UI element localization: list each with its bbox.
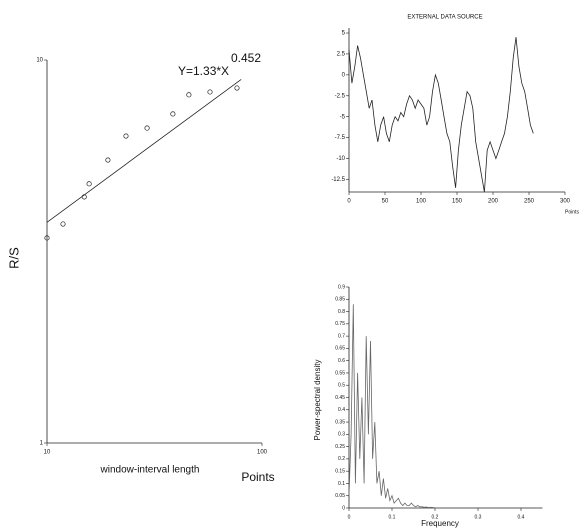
point xyxy=(86,181,92,187)
x-tick-label: 250 xyxy=(524,199,535,205)
annotation-exponent: 0.452 xyxy=(231,51,261,65)
y-tick-label: 0.15 xyxy=(335,468,345,474)
point xyxy=(170,111,176,117)
y-tick-label: -10 xyxy=(336,156,345,162)
x-tick-label: 300 xyxy=(560,199,571,205)
x-tick-label: 10 xyxy=(44,450,51,456)
data-line xyxy=(348,37,534,193)
annotation: Y=1.33*X xyxy=(178,64,229,78)
y-tick-label: 0.4 xyxy=(338,407,345,413)
x-tick-label: 100 xyxy=(257,450,268,456)
x-tick-label: 0 xyxy=(348,514,351,520)
x-tick-label: 0.3 xyxy=(475,514,482,520)
y-tick-label: 0.55 xyxy=(335,370,345,376)
y-tick-label: 0.35 xyxy=(335,419,345,425)
x-tick-label: 0.1 xyxy=(389,514,396,520)
y-tick-label: -12.5 xyxy=(331,177,345,183)
y-tick-label: 0 xyxy=(342,72,346,78)
y-tick-label: 5 xyxy=(342,31,346,37)
point xyxy=(186,92,192,98)
point xyxy=(105,157,111,163)
point xyxy=(144,125,150,131)
y-tick-label: 0.8 xyxy=(338,309,345,315)
y-tick-label: 0.05 xyxy=(335,493,345,499)
y-tick-label: 0.85 xyxy=(335,297,345,303)
point xyxy=(44,235,50,241)
y-tick-label: 0.6 xyxy=(338,358,345,364)
x-axis-label: window-interval length xyxy=(100,465,200,476)
y-tick-label: 0.1 xyxy=(338,481,345,487)
x-tick-label: 0.2 xyxy=(432,514,439,520)
y-tick-label: 10 xyxy=(36,58,43,64)
y-axis-label: Power-spectral density xyxy=(313,360,322,441)
y-tick-label: 0.3 xyxy=(338,432,345,438)
y-tick-label: 0.65 xyxy=(335,346,345,352)
x-tick-label: 150 xyxy=(452,199,463,205)
x-unit-label: Points xyxy=(241,470,274,484)
y-tick-label: 0.75 xyxy=(335,321,345,327)
y-tick-label: -2.5 xyxy=(335,93,346,99)
x-axis-label: Frequency xyxy=(421,519,459,528)
y-tick-label: 0 xyxy=(342,505,345,511)
data-line xyxy=(348,304,436,509)
y-tick-label: 0.7 xyxy=(338,333,345,339)
chart-title: EXTERNAL DATA SOURCE xyxy=(407,15,482,21)
fit-line xyxy=(46,79,242,223)
x-unit-label: Points xyxy=(565,209,579,215)
y-tick-label: -7.5 xyxy=(335,135,346,141)
y-tick-label: 2.5 xyxy=(337,52,346,58)
y-tick-label: 1 xyxy=(40,441,44,447)
y-tick-label: 0.9 xyxy=(338,284,345,290)
x-tick-label: 0.4 xyxy=(518,514,525,520)
point xyxy=(123,133,129,139)
y-tick-label: 0.5 xyxy=(338,383,345,389)
y-tick-label: 0.45 xyxy=(335,395,345,401)
point xyxy=(81,194,87,200)
x-tick-label: 100 xyxy=(416,199,427,205)
y-tick-label: -5 xyxy=(340,114,346,120)
point xyxy=(234,85,240,91)
point xyxy=(207,89,213,95)
y-axis-label: R/S xyxy=(6,247,21,269)
y-tick-label: 0.2 xyxy=(338,456,345,462)
x-tick-label: 0 xyxy=(347,199,351,205)
y-tick-label: 0.25 xyxy=(335,444,345,450)
x-tick-label: 200 xyxy=(488,199,499,205)
x-tick-label: 50 xyxy=(382,199,389,205)
point xyxy=(60,221,66,227)
